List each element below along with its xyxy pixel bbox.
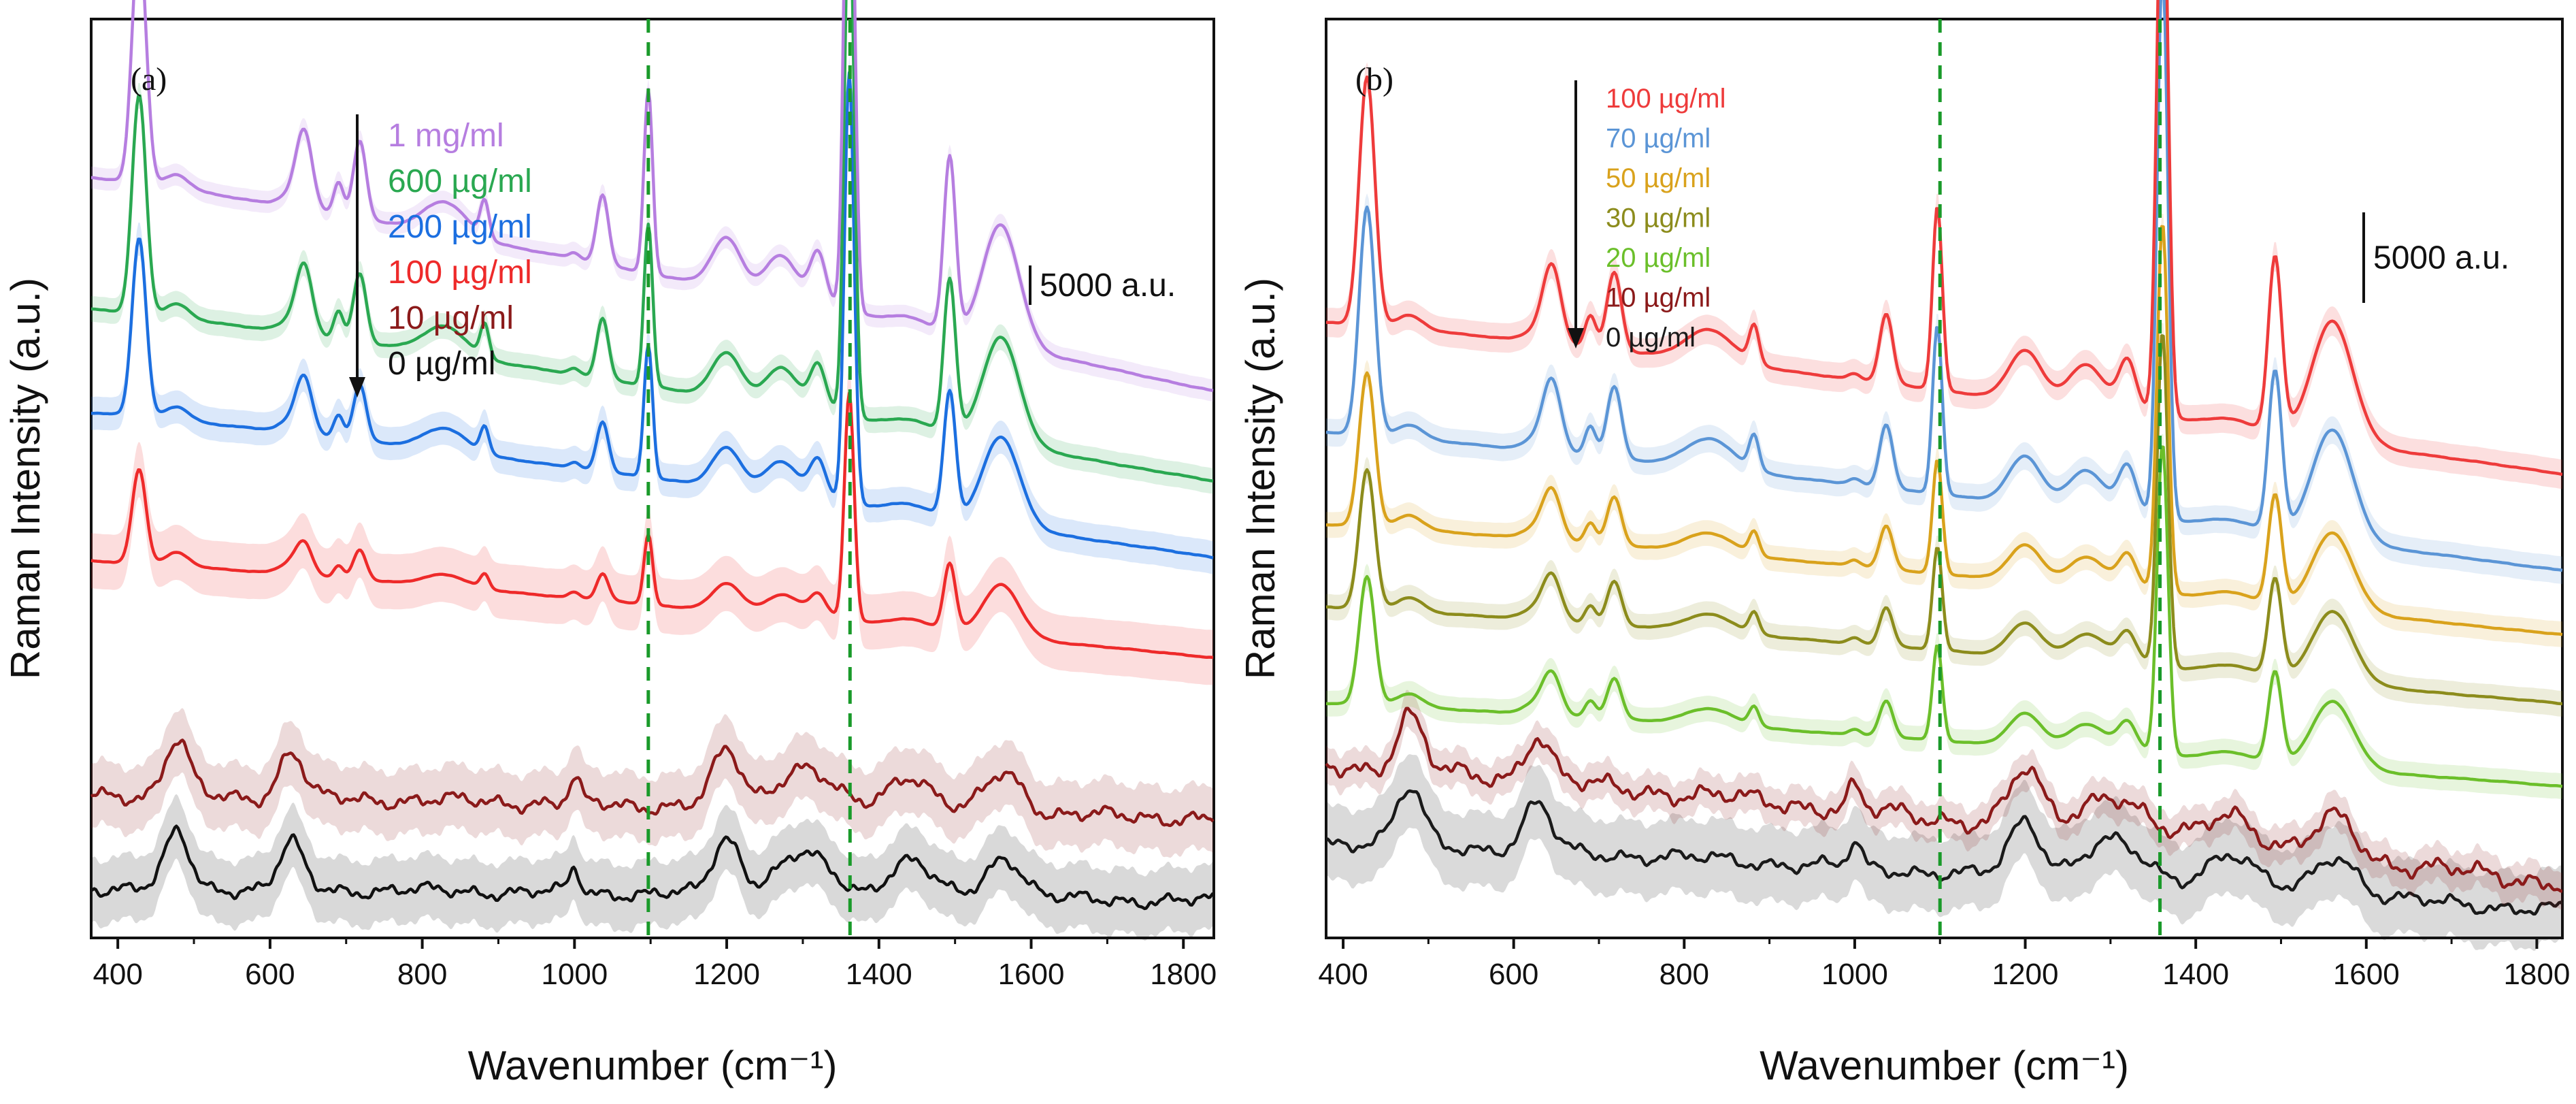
- x-tick-label: 1600: [2333, 958, 2400, 991]
- x-tick-label: 600: [1489, 958, 1538, 991]
- series-band: [1326, 214, 2562, 647]
- x-tick-label: 1200: [693, 958, 760, 991]
- x-tick-label: 800: [397, 958, 447, 991]
- x-tick-label: 800: [1659, 958, 1709, 991]
- legend-entry: 100 µg/ml: [1606, 84, 1725, 114]
- x-tick-label: 600: [245, 958, 295, 991]
- panel-b: 400 600 800 1000 1200 1400 1600 1800 Wavenumber …: [1238, 0, 2570, 1088]
- y-axis-label: Raman Intensity (a.u.): [1238, 278, 1283, 679]
- series-band: [1326, 689, 2562, 910]
- legend-entry: 30 µg/ml: [1606, 204, 1711, 233]
- legend-entry: 10 µg/ml: [1606, 283, 1711, 313]
- legend-entry: 0 µg/ml: [388, 346, 495, 382]
- series-line: [90, 71, 1214, 559]
- series-line: [90, 738, 1215, 828]
- legend-entry: 600 µg/ml: [388, 163, 532, 199]
- legend-entry: 0 µg/ml: [1606, 323, 1696, 353]
- panel-b-tag: (b): [1355, 61, 1393, 97]
- series-line: [1326, 225, 2563, 636]
- series-line: [1325, 707, 2562, 893]
- x-tick-label: 400: [1318, 958, 1368, 991]
- legend-entry: 10 µg/ml: [388, 300, 514, 336]
- plot-frame: [1325, 18, 2564, 939]
- legend-arrowhead: [1568, 328, 1584, 348]
- series-band: [91, 56, 1213, 574]
- x-tick-label: 1000: [1821, 958, 1888, 991]
- series-line: [1325, 0, 2563, 476]
- x-tick-label: 1600: [998, 958, 1065, 991]
- series-line: [90, 824, 1215, 911]
- scale-bar-label: 5000 a.u.: [1040, 267, 1176, 304]
- x-tick-label: 1400: [2162, 958, 2229, 991]
- series-band: [1326, 323, 2562, 717]
- series-line: [1325, 445, 2563, 788]
- legend-entry: 20 µg/ml: [1606, 243, 1711, 273]
- scale-bar-label: 5000 a.u.: [2373, 240, 2509, 276]
- series-line: [1325, 0, 2563, 572]
- legend-arrowhead: [349, 377, 365, 397]
- x-axis-label: Wavenumber (cm⁻¹): [468, 1043, 838, 1088]
- x-tick-label: 1200: [1992, 958, 2059, 991]
- x-axis-label: Wavenumber (cm⁻¹): [1760, 1043, 2129, 1088]
- series-band: [91, 0, 1213, 402]
- series-band: [1326, 434, 2562, 800]
- series-line: [90, 391, 1214, 660]
- series-line: [90, 0, 1214, 393]
- series-band: [91, 366, 1213, 685]
- legend-entry: 1 mg/ml: [388, 118, 504, 154]
- legend-entry: 200 µg/ml: [388, 209, 532, 245]
- series-band: [91, 794, 1213, 941]
- panel-a: 400 600 800 1000 1200 1400 1600 1800 Wavenumber …: [3, 0, 1217, 1088]
- legend-entry: 70 µg/ml: [1606, 124, 1711, 154]
- series-band: [1326, 754, 2562, 951]
- legend-entry: 50 µg/ml: [1606, 163, 1711, 193]
- x-tick-label: 1800: [1150, 958, 1217, 991]
- x-tick-label: 1000: [541, 958, 608, 991]
- plot-frame: [90, 18, 1215, 939]
- y-axis-label: Raman Intensity (a.u.): [3, 278, 48, 679]
- series-line: [1325, 334, 2562, 706]
- series-line: [90, 0, 1214, 483]
- series-band: [91, 708, 1213, 858]
- x-tick-label: 400: [93, 958, 142, 991]
- x-tick-label: 1400: [846, 958, 912, 991]
- series-line: [1325, 789, 2564, 916]
- panel-a-tag: (a): [131, 61, 167, 97]
- legend-entry: 100 µg/ml: [388, 255, 532, 291]
- x-tick-label: 1800: [2503, 958, 2570, 991]
